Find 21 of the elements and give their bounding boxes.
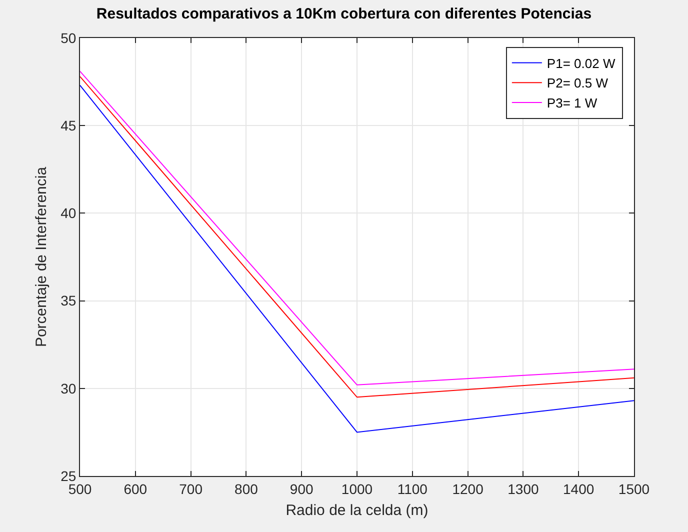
x-tick-label: 700 [179,480,203,497]
legend-label: P3= 1 W [546,96,598,111]
x-tick-label: 800 [234,480,258,497]
x-tick-label: 1100 [397,480,428,497]
x-tick-label: 1500 [618,480,650,497]
x-tick-label: 1400 [563,480,594,497]
x-tick-label: 1200 [452,480,484,497]
y-tick-label: 40 [60,205,76,222]
legend-label: P2= 0.5 W [546,76,609,91]
legend-label: P1= 0.02 W [546,56,616,71]
x-tick-label: 900 [290,480,314,497]
x-tick-label: 1000 [341,480,373,497]
y-axis-title: Porcentaje de Interferencia [32,166,50,348]
y-tick-label: 30 [60,380,76,396]
y-tick-label: 35 [60,292,76,309]
y-tick-label: 45 [60,118,76,134]
x-tick-label: 1300 [508,480,539,497]
x-tick-label: 600 [124,480,148,497]
x-axis-title: Radio de la celda (m) [286,502,428,519]
chart-title: Resultados comparativos a 10Km cobertura con diferentes Potencias [96,5,592,22]
y-tick-label: 50 [60,30,76,46]
